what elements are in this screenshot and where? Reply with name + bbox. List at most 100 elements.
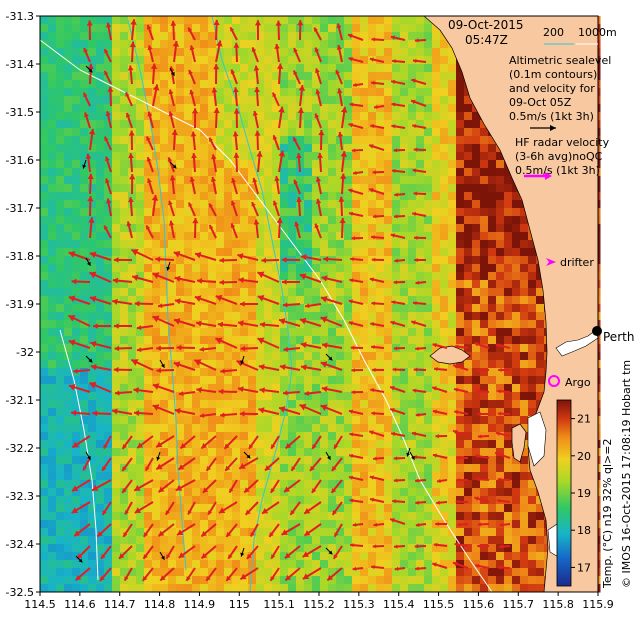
sst-cell (480, 568, 489, 577)
sst-cell (520, 224, 529, 233)
sst-cell (64, 104, 73, 113)
sst-cell (496, 464, 505, 473)
sst-cell (440, 568, 449, 577)
sst-cell (192, 24, 201, 33)
sst-cell (328, 448, 337, 457)
sst-cell (312, 264, 321, 273)
sst-cell (184, 312, 193, 321)
sst-cell (320, 352, 329, 361)
sst-cell (536, 272, 545, 281)
sst-cell (272, 144, 281, 153)
sst-cell (392, 192, 401, 201)
sst-cell (96, 184, 105, 193)
sst-cell (376, 120, 385, 129)
sst-cell (496, 328, 505, 337)
sst-cell (360, 248, 369, 257)
sst-cell (328, 280, 337, 289)
sst-cell (296, 408, 305, 417)
sst-cell (248, 280, 257, 289)
sst-cell (440, 424, 449, 433)
sst-cell (168, 184, 177, 193)
sst-cell (504, 384, 513, 393)
sst-cell (416, 472, 425, 481)
sst-cell (192, 72, 201, 81)
sst-cell (240, 24, 249, 33)
sst-cell (72, 544, 81, 553)
sst-cell (264, 224, 273, 233)
sst-cell (296, 336, 305, 345)
sst-cell (208, 120, 217, 129)
sst-cell (368, 168, 377, 177)
sst-cell (104, 120, 113, 129)
sst-cell (408, 280, 417, 289)
sst-cell (440, 240, 449, 249)
sst-cell (424, 304, 433, 313)
sst-cell (344, 112, 353, 121)
sst-cell (432, 400, 441, 409)
sst-cell (136, 32, 145, 41)
sst-cell (440, 336, 449, 345)
sst-cell (64, 240, 73, 249)
sst-cell (248, 112, 257, 121)
sst-cell (368, 560, 377, 569)
sst-cell (96, 248, 105, 257)
sst-cell (392, 552, 401, 561)
sst-cell (248, 88, 257, 97)
sst-cell (248, 544, 257, 553)
sst-cell (256, 416, 265, 425)
sst-cell (328, 160, 337, 169)
sst-cell (504, 184, 513, 193)
sst-cell (200, 280, 209, 289)
sst-cell (224, 120, 233, 129)
sst-cell (168, 328, 177, 337)
sst-cell (72, 480, 81, 489)
sst-cell (464, 560, 473, 569)
sst-cell (424, 200, 433, 209)
sst-cell (536, 336, 545, 345)
sst-cell (424, 576, 433, 585)
sst-cell (272, 576, 281, 585)
sst-cell (448, 520, 457, 529)
sst-cell (256, 376, 265, 385)
sst-cell (184, 432, 193, 441)
sst-cell (120, 304, 129, 313)
sst-cell (120, 112, 129, 121)
sst-cell (192, 160, 201, 169)
sst-cell (80, 512, 89, 521)
sst-cell (248, 336, 257, 345)
sst-cell (248, 160, 257, 169)
sst-cell (184, 376, 193, 385)
sst-cell (416, 80, 425, 89)
sst-cell (312, 288, 321, 297)
sst-cell (480, 320, 489, 329)
sst-cell (136, 416, 145, 425)
sst-cell (160, 200, 169, 209)
sst-cell (504, 200, 513, 209)
sst-cell (272, 224, 281, 233)
sst-cell (200, 576, 209, 585)
sst-cell (160, 432, 169, 441)
sst-cell (120, 488, 129, 497)
sst-cell (336, 160, 345, 169)
sst-cell (112, 176, 121, 185)
sst-cell (288, 72, 297, 81)
sst-cell (168, 400, 177, 409)
sst-cell (296, 424, 305, 433)
sst-cell (392, 128, 401, 137)
sst-cell (248, 408, 257, 417)
sst-cell (208, 288, 217, 297)
sst-cell (192, 16, 201, 25)
sst-cell (264, 536, 273, 545)
sst-cell (232, 560, 241, 569)
sst-cell (136, 192, 145, 201)
sst-cell (496, 224, 505, 233)
sst-cell (176, 448, 185, 457)
sst-cell (80, 528, 89, 537)
sst-cell (80, 48, 89, 57)
sst-cell (336, 80, 345, 89)
sst-cell (104, 432, 113, 441)
sst-cell (56, 544, 65, 553)
sst-cell (272, 496, 281, 505)
sst-cell (88, 152, 97, 161)
sst-cell (272, 56, 281, 65)
